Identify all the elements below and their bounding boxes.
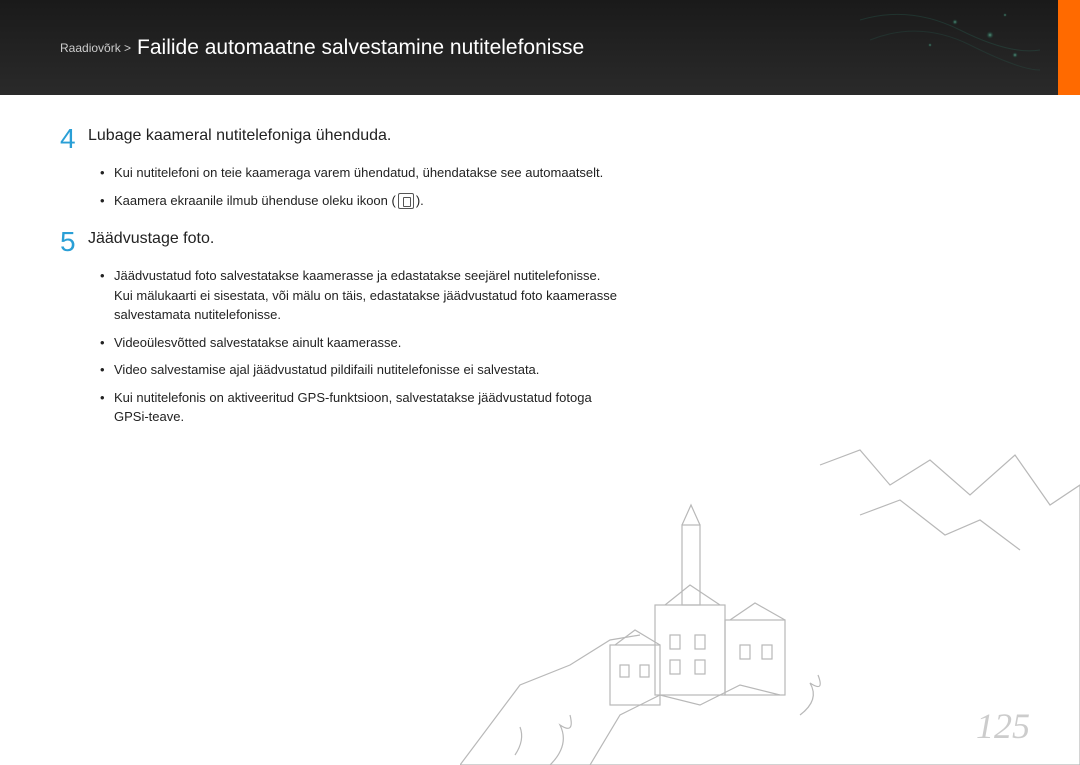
bullet-text: Kui nutitelefoni on teie kaameraga varem… [114, 163, 603, 183]
bullet-item: • Videoülesvõtted salvestatakse ainult k… [100, 333, 620, 353]
bullet-item: • Kui nutitelefoni on teie kaameraga var… [100, 163, 620, 183]
step-5: 5 Jäädvustage foto. • Jäädvustatud foto … [60, 228, 620, 427]
step-4: 4 Lubage kaameral nutitelefoniga ühendud… [60, 125, 620, 210]
step-number: 4 [60, 125, 88, 153]
step-instruction: Lubage kaameral nutitelefoniga ühenduda. [88, 125, 391, 145]
step-number: 5 [60, 228, 88, 256]
breadcrumb-prefix: Raadiovõrk > [60, 41, 131, 55]
bullet-item: • Jäädvustatud foto salvestatakse kaamer… [100, 266, 620, 325]
step-instruction: Jäädvustage foto. [88, 228, 214, 248]
page-number: 125 [976, 705, 1030, 747]
page-header: Raadiovõrk > Failide automaatne salvesta… [0, 0, 1080, 95]
bullet-text: Videoülesvõtted salvestatakse ainult kaa… [114, 333, 401, 353]
page-title: Failide automaatne salvestamine nutitele… [137, 36, 584, 60]
bullet-text: Kaamera ekraanile ilmub ühenduse oleku i… [114, 191, 424, 211]
connection-status-icon [398, 193, 414, 209]
bullet-item: • Video salvestamise ajal jäädvustatud p… [100, 360, 620, 380]
accent-tab [1058, 0, 1080, 95]
bullet-item: • Kaamera ekraanile ilmub ühenduse oleku… [100, 191, 620, 211]
bullet-text: Jäädvustatud foto salvestatakse kaameras… [114, 266, 620, 325]
bullet-text: Video salvestamise ajal jäädvustatud pil… [114, 360, 539, 380]
content-region: 4 Lubage kaameral nutitelefoniga ühendud… [0, 95, 680, 427]
header-swirl-decoration [860, 0, 1040, 95]
